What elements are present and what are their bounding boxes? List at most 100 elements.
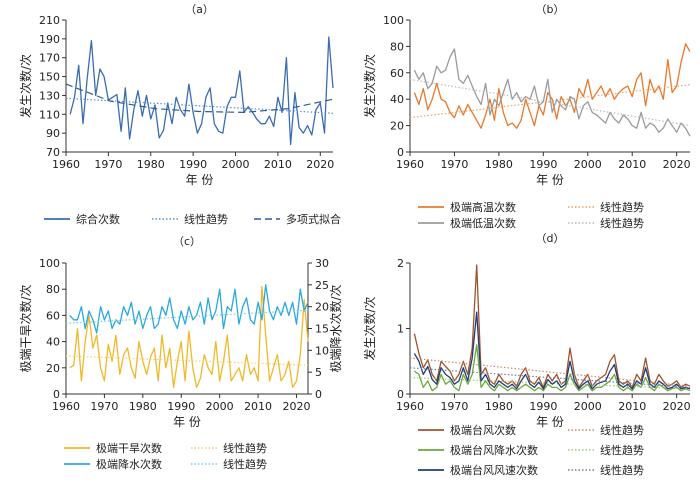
legend-label: 极端低温次数 xyxy=(450,216,516,230)
series-5-line xyxy=(413,311,691,390)
y-right-tick-label: 30 xyxy=(315,257,329,270)
x-axis-label: 年 份 xyxy=(536,173,564,187)
y-tick-label: 60 xyxy=(46,309,60,322)
legend-label: 极端台风降水次数 xyxy=(450,443,538,457)
chart-panel-a: （a） 1960 1970 1980 1990 2000 2010 2020 70 90 110 13… xyxy=(18,3,341,226)
series-3-line xyxy=(414,344,691,392)
y-tick-label: 170 xyxy=(39,52,60,65)
legend-label: 极端台风次数 xyxy=(450,423,516,437)
y-tick-label: 0 xyxy=(397,388,404,401)
y-tick-label: 150 xyxy=(39,71,60,84)
y-tick-label: 80 xyxy=(390,40,404,53)
x-axis-label: 年 份 xyxy=(173,415,201,429)
y-right-tick-label: 5 xyxy=(315,366,322,379)
series-3-line xyxy=(413,48,691,137)
legend-label: 线性趋势 xyxy=(600,463,644,477)
x-tick-label: 1990 xyxy=(167,400,195,413)
panel-label: （b） xyxy=(536,3,565,16)
legend-label: 极端台风风速次数 xyxy=(450,463,538,477)
x-tick-label: 2020 xyxy=(663,158,691,171)
x-tick-label: 1960 xyxy=(396,400,424,413)
x-tick-label: 2000 xyxy=(574,158,602,171)
legend-label: 线性趋势 xyxy=(223,441,267,455)
series-2-line xyxy=(409,84,691,119)
y-axis-label: 发生次数/次 xyxy=(362,54,377,118)
legend-label: 极端高温次数 xyxy=(450,200,516,214)
x-tick-label: 1960 xyxy=(52,158,80,171)
y-tick-label: 0 xyxy=(397,146,404,159)
series-4-line xyxy=(409,377,691,390)
x-tick-label: 2020 xyxy=(306,158,334,171)
y-tick-label: 210 xyxy=(39,14,60,27)
x-tick-label: 1990 xyxy=(179,158,207,171)
legend: 综合次数 线性趋势 多项式拟合 xyxy=(44,212,341,226)
legend-label: 线性趋势 xyxy=(223,457,267,471)
legend-label: 线性趋势 xyxy=(600,443,644,457)
series-1-line xyxy=(413,264,691,389)
series-2-line xyxy=(65,97,334,114)
x-tick-label: 1990 xyxy=(529,158,557,171)
x-tick-label: 2000 xyxy=(206,400,234,413)
legend-label: 多项式拟合 xyxy=(286,212,341,226)
series-1-line xyxy=(69,285,309,389)
y-right-tick-label: 10 xyxy=(315,344,329,357)
x-tick-label: 1980 xyxy=(129,400,157,413)
x-axis-label: 年 份 xyxy=(536,415,564,429)
x-tick-label: 1970 xyxy=(440,400,468,413)
x-tick-label: 1980 xyxy=(485,400,513,413)
y-tick-label: 60 xyxy=(390,67,404,80)
y-axis-label: 发生次数/次 xyxy=(362,296,377,360)
panel-label: （d） xyxy=(536,232,565,245)
x-tick-label: 2020 xyxy=(663,400,691,413)
y-tick-label: 40 xyxy=(390,93,404,106)
y-tick-label: 20 xyxy=(46,362,60,375)
x-tick-label: 1970 xyxy=(440,158,468,171)
y-tick-label: 190 xyxy=(39,33,60,46)
y-right-tick-label: 20 xyxy=(315,301,329,314)
series-4-line xyxy=(409,78,691,127)
y-right-tick-label: 25 xyxy=(315,279,329,292)
x-tick-label: 2010 xyxy=(264,158,292,171)
x-tick-label: 1960 xyxy=(396,158,424,171)
legend-label: 线性趋势 xyxy=(184,212,228,226)
legend-label: 极端干旱次数 xyxy=(96,441,162,455)
legend-label: 综合次数 xyxy=(76,212,120,226)
chart-panel-c: （c）1960 1970 1980 1990 2000 2010 2020020406080… xyxy=(18,235,343,471)
legend-label: 极端降水次数 xyxy=(96,457,162,471)
x-tick-label: 1990 xyxy=(529,400,557,413)
series-3-line xyxy=(65,83,334,114)
legend-label: 线性趋势 xyxy=(600,216,644,230)
y-tick-label: 2 xyxy=(397,257,404,270)
y-tick-label: 1 xyxy=(397,323,404,336)
legend-label: 线性趋势 xyxy=(600,200,644,214)
y-tick-label: 20 xyxy=(390,120,404,133)
chart-panel-d: （d） 1960 1970 1980 1990 2000 2010 2020 0 1 2 年 份 发生次… xyxy=(362,232,691,477)
x-tick-label: 2000 xyxy=(574,400,602,413)
y-right-tick-label: 15 xyxy=(315,323,329,336)
x-tick-label: 2010 xyxy=(244,400,272,413)
x-tick-label: 1970 xyxy=(94,158,122,171)
x-tick-label: 1980 xyxy=(137,158,165,171)
y-tick-label: 90 xyxy=(46,127,60,140)
y-tick-label: 40 xyxy=(46,336,60,349)
series-6-line xyxy=(409,367,691,388)
y-right-tick-label: 0 xyxy=(315,388,322,401)
y-axis-label-right: 极端降水次数/次 xyxy=(328,284,343,372)
x-tick-label: 1980 xyxy=(485,158,513,171)
x-tick-label: 1970 xyxy=(90,400,118,413)
y-tick-label: 80 xyxy=(46,283,60,296)
y-tick-label: 130 xyxy=(39,89,60,102)
y-axis-label: 发生次数/次 xyxy=(18,54,33,118)
x-tick-label: 2000 xyxy=(222,158,250,171)
y-tick-label: 0 xyxy=(53,388,60,401)
x-tick-label: 2010 xyxy=(618,400,646,413)
panel-label: （c） xyxy=(173,235,201,248)
series-3-line xyxy=(69,284,309,334)
y-tick-label: 100 xyxy=(39,257,60,270)
panel-label: （a） xyxy=(185,3,214,16)
series-1-line xyxy=(413,43,691,129)
